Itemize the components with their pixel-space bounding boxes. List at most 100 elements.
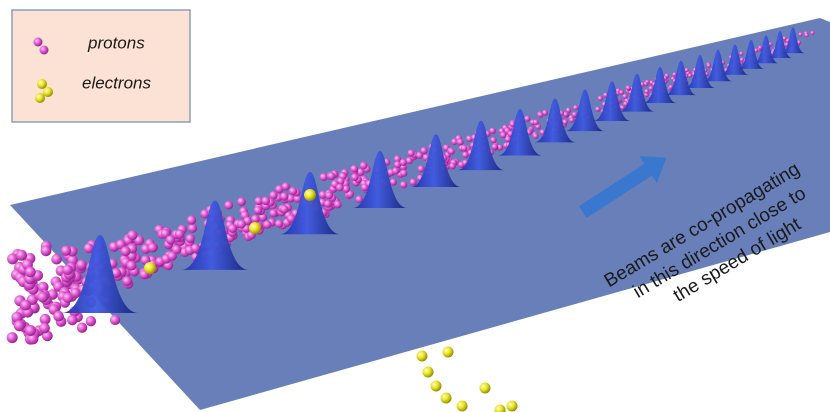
proton xyxy=(122,276,132,286)
proton xyxy=(400,170,407,177)
proton xyxy=(280,192,288,200)
proton xyxy=(320,173,328,181)
proton xyxy=(739,52,743,56)
proton xyxy=(289,187,297,195)
proton xyxy=(416,152,423,159)
legend-proton-icon xyxy=(40,46,49,55)
proton xyxy=(86,316,96,326)
legend-proton-icon xyxy=(34,38,43,47)
proton xyxy=(400,181,407,188)
proton xyxy=(449,163,456,170)
proton xyxy=(400,159,407,166)
proton xyxy=(524,116,530,122)
electron xyxy=(304,189,316,201)
proton xyxy=(280,205,288,213)
electron xyxy=(495,405,506,412)
proton xyxy=(623,94,628,99)
proton xyxy=(740,58,744,62)
electron xyxy=(431,381,442,392)
proton xyxy=(37,292,48,303)
proton xyxy=(187,215,196,224)
legend-electron-icon xyxy=(43,87,53,97)
electron xyxy=(480,383,491,394)
legend-electron-icon xyxy=(37,79,47,89)
proton xyxy=(461,145,468,152)
proton xyxy=(254,206,263,215)
proton xyxy=(360,162,368,170)
proton xyxy=(644,89,649,94)
electron xyxy=(144,262,156,274)
proton xyxy=(533,133,539,139)
proton xyxy=(269,209,277,217)
proton xyxy=(685,68,689,72)
proton xyxy=(70,288,80,298)
proton xyxy=(457,139,464,146)
proton xyxy=(325,192,333,200)
proton xyxy=(175,229,184,238)
proton xyxy=(16,250,27,261)
proton xyxy=(492,144,498,150)
electron xyxy=(249,222,261,234)
electron xyxy=(443,347,454,358)
proton xyxy=(77,323,87,333)
proton xyxy=(25,267,36,278)
proton xyxy=(188,224,197,233)
proton xyxy=(41,245,52,256)
proton xyxy=(533,119,539,125)
proton xyxy=(251,215,260,224)
proton xyxy=(25,325,36,336)
electron-beam xyxy=(417,347,518,412)
proton xyxy=(538,112,544,118)
proton xyxy=(626,85,631,90)
proton xyxy=(351,173,359,181)
proton xyxy=(53,311,64,322)
proton xyxy=(334,201,342,209)
proton xyxy=(20,300,31,311)
proton xyxy=(275,220,283,228)
proton xyxy=(688,73,692,77)
proton xyxy=(573,105,578,110)
electron xyxy=(507,401,518,412)
legend: protons electrons xyxy=(12,10,190,122)
proton xyxy=(148,243,158,253)
proton xyxy=(224,201,233,210)
proton xyxy=(128,230,138,240)
proton xyxy=(328,172,336,180)
proton xyxy=(805,33,809,37)
proton xyxy=(76,260,86,270)
proton xyxy=(110,315,120,325)
electron xyxy=(417,351,428,362)
electron xyxy=(441,393,452,404)
proton xyxy=(336,184,344,192)
proton xyxy=(51,254,62,265)
electron xyxy=(423,367,434,378)
proton xyxy=(408,150,415,157)
legend-label: protons xyxy=(87,33,145,52)
proton xyxy=(595,107,600,112)
proton xyxy=(350,165,358,173)
proton xyxy=(569,117,574,122)
proton xyxy=(810,31,814,35)
proton xyxy=(127,261,137,271)
legend-electron-icon xyxy=(35,93,45,103)
electron xyxy=(457,401,468,412)
proton xyxy=(61,246,71,256)
illustration: protons electrons Beams are co-propagati… xyxy=(0,0,830,412)
proton xyxy=(448,148,455,155)
legend-label: electrons xyxy=(82,73,151,92)
proton xyxy=(490,137,496,143)
proton xyxy=(121,246,131,256)
proton xyxy=(168,251,177,260)
proton xyxy=(39,323,50,334)
proton xyxy=(263,220,271,228)
proton xyxy=(14,320,25,331)
proton xyxy=(619,90,624,95)
proton xyxy=(282,182,290,190)
legend-box xyxy=(12,10,190,122)
proton xyxy=(62,265,72,275)
page: {"legend": {"items": [{"label": "protons… xyxy=(0,0,830,412)
proton xyxy=(237,220,246,229)
proton xyxy=(262,197,271,206)
proton xyxy=(418,165,425,172)
proton xyxy=(392,167,399,174)
